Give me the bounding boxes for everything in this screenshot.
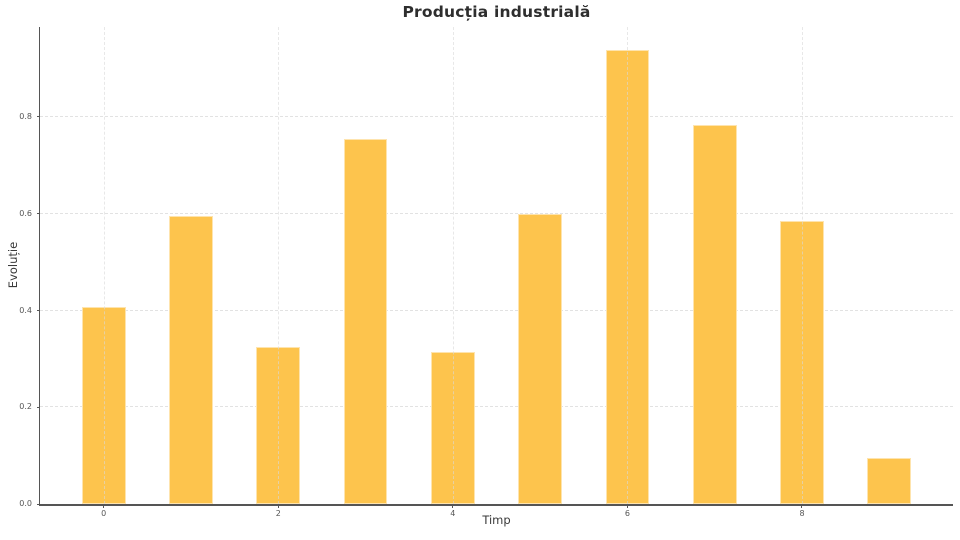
x-tick-mark bbox=[277, 504, 279, 508]
x-axis bbox=[38, 504, 953, 506]
y-tick-label: 0.8 bbox=[19, 111, 32, 121]
bar bbox=[692, 125, 737, 504]
x-tick-mark bbox=[626, 504, 628, 508]
h-gridline bbox=[40, 309, 953, 311]
v-gridline bbox=[627, 27, 629, 504]
x-tick-label: 4 bbox=[450, 509, 456, 518]
v-gridline bbox=[278, 27, 280, 504]
v-gridline bbox=[452, 27, 454, 504]
x-tick-label: 6 bbox=[624, 509, 630, 518]
x-tick-mark bbox=[103, 504, 105, 508]
bar bbox=[169, 215, 213, 504]
bar bbox=[256, 347, 301, 504]
y-axis-label: Evoluție bbox=[6, 241, 20, 289]
y-tick-mark bbox=[36, 406, 40, 408]
v-gridline bbox=[801, 27, 803, 504]
bar bbox=[867, 458, 912, 504]
bar bbox=[343, 139, 388, 504]
y-tick-label: 0.0 bbox=[19, 499, 32, 508]
y-tick-mark bbox=[36, 116, 40, 118]
x-axis-label: Timp bbox=[482, 513, 511, 527]
h-gridline bbox=[40, 115, 953, 117]
x-tick-label: 8 bbox=[799, 509, 805, 518]
h-gridline bbox=[40, 406, 953, 408]
y-tick-mark bbox=[36, 310, 40, 311]
plot-area: 0.0 0.2 0.4 0.6 0.8 0 2 4 6 8 bbox=[19, 27, 953, 518]
y-tick-label: 0.6 bbox=[19, 208, 32, 218]
x-tick-mark bbox=[801, 504, 803, 508]
x-tick-mark bbox=[452, 504, 454, 508]
y-tick-label: 0.4 bbox=[19, 305, 32, 315]
chart-title: Producția industrială bbox=[402, 3, 591, 21]
y-tick-mark bbox=[36, 213, 40, 215]
bar bbox=[518, 213, 562, 504]
x-tick-label: 0 bbox=[101, 509, 107, 518]
y-tick-label: 0.2 bbox=[19, 402, 32, 412]
bar bbox=[605, 49, 650, 504]
x-tick-label: 2 bbox=[275, 509, 281, 518]
y-axis bbox=[38, 27, 40, 504]
y-tick-mark bbox=[36, 503, 40, 505]
h-gridline bbox=[40, 212, 953, 214]
v-gridline bbox=[103, 27, 105, 504]
